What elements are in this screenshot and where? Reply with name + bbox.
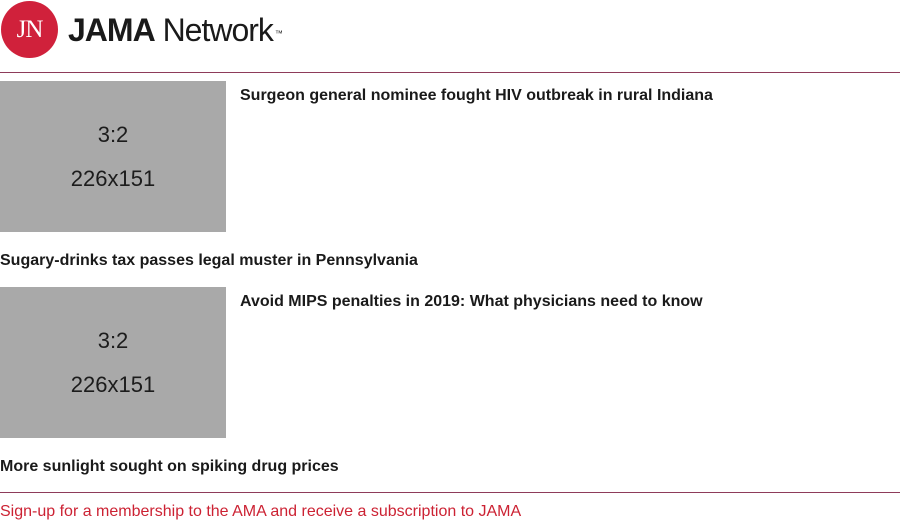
jn-logo-icon[interactable]: JN (1, 1, 58, 58)
site-header: JN JAMA Network ™ (0, 0, 900, 73)
thumbnail-size: 226x151 (70, 165, 156, 191)
footer-divider (0, 492, 900, 493)
jama-network-logo[interactable]: JAMA Network ™ (68, 12, 283, 48)
trademark-mark: ™ (274, 29, 283, 38)
logo-brand: JAMA (68, 12, 156, 48)
article-thumbnail-placeholder[interactable]: 3:2 226x151 (0, 287, 226, 438)
thumbnail-size: 226x151 (70, 371, 156, 397)
thumbnail-ratio: 3:2 (97, 327, 129, 353)
article-link-mips-penalties[interactable]: Avoid MIPS penalties in 2019: What physi… (240, 293, 703, 310)
article-link-drug-prices[interactable]: More sunlight sought on spiking drug pri… (0, 458, 339, 475)
logo-brand-suffix: Network (162, 12, 274, 48)
logo-initials: JN (16, 15, 44, 43)
membership-signup-link[interactable]: Sign-up for a membership to the AMA and … (0, 503, 522, 520)
article-thumbnail-placeholder[interactable]: 3:2 226x151 (0, 81, 226, 232)
thumbnail-ratio: 3:2 (97, 121, 129, 147)
article-link-surgeon-general[interactable]: Surgeon general nominee fought HIV outbr… (240, 87, 713, 104)
article-link-sugary-drinks-tax[interactable]: Sugary-drinks tax passes legal muster in… (0, 252, 418, 269)
